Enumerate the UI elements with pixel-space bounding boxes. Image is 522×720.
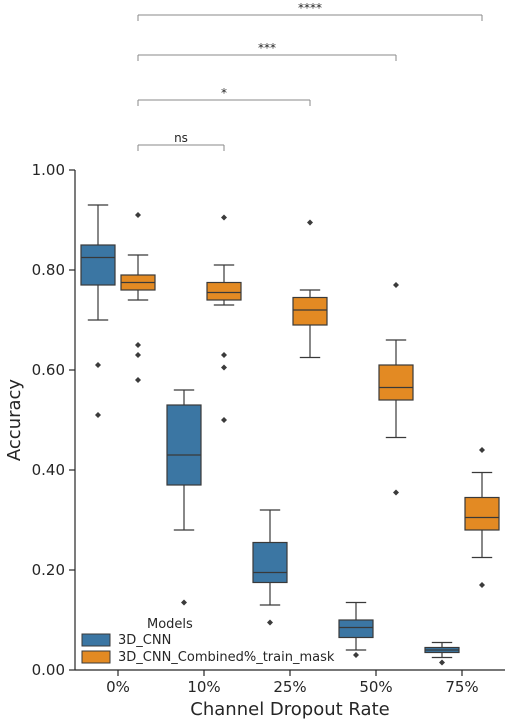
box [465,498,499,531]
box [207,283,241,301]
legend-title: Models [147,617,193,632]
accuracy-boxplot-chart: 0.00 0.20 0.40 0.60 0.80 1.00 0% 10% 25% 50% 75% Ch… [0,0,522,720]
sig-label: **** [298,1,322,15]
box [379,365,413,400]
outlier-marker [135,342,141,348]
outlier-marker [135,212,141,218]
outlier-marker [267,620,273,626]
y-tick-label: 0.00 [32,661,65,679]
sig-label: ns [174,131,188,145]
outlier-marker [221,417,227,423]
box [253,543,287,583]
legend-item-label: 3D_CNN [118,633,171,648]
x-axis-label: Channel Dropout Rate [190,699,389,720]
x-tick-label: 50% [359,678,392,696]
outlier-marker [135,377,141,383]
x-tick-label: 25% [273,678,306,696]
y-tick-label: 0.80 [32,261,65,279]
outlier-marker [479,582,485,588]
outlier-marker [393,282,399,288]
legend-swatch [82,651,110,663]
sig-label: *** [258,41,276,55]
y-tick-label: 0.40 [32,461,65,479]
box [167,405,201,485]
legend-swatch [82,634,110,646]
outlier-marker [439,660,445,666]
outlier-marker [135,352,141,358]
outlier-marker [479,447,485,453]
y-tick-label: 0.60 [32,361,65,379]
y-tick-label: 0.20 [32,561,65,579]
x-tick-label: 0% [106,678,130,696]
legend-item-label: 3D_CNN_Combined%_train_mask [118,650,335,665]
outlier-marker [221,365,227,371]
sig-label: * [221,86,227,100]
outlier-marker [95,362,101,368]
outlier-marker [221,215,227,221]
y-tick-label: 1.00 [32,161,65,179]
outlier-marker [221,352,227,358]
outlier-marker [307,220,313,226]
x-tick-label: 75% [445,678,478,696]
x-tick-label: 10% [187,678,220,696]
y-axis-label: Accuracy [4,379,25,462]
outlier-marker [181,600,187,606]
outlier-marker [95,412,101,418]
box [81,245,115,285]
outlier-marker [393,490,399,496]
box [339,620,373,638]
outlier-marker [353,652,359,658]
box [293,298,327,326]
